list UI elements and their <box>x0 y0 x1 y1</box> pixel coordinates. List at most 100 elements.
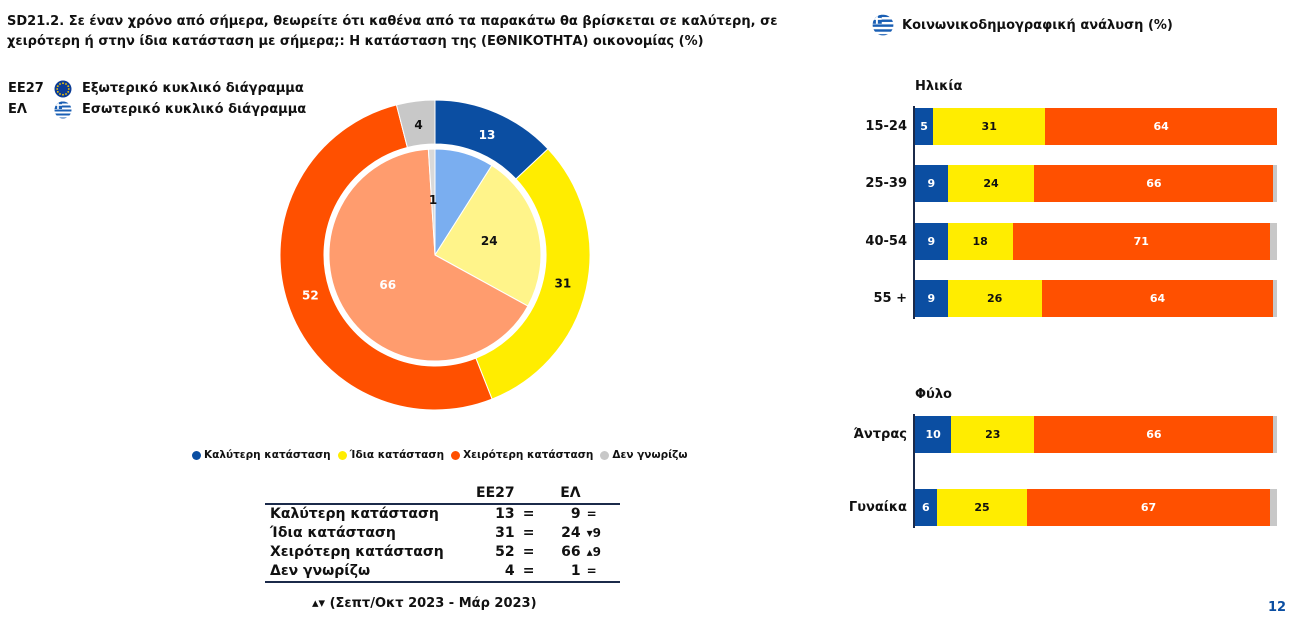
bar-segment-same: 31 <box>933 108 1046 145</box>
stacked-bar: 9 18 71 <box>915 223 1277 260</box>
legend-swatch-same <box>337 450 347 460</box>
bar-segment-worse: 66 <box>1034 165 1274 202</box>
bar-category-label: 25-39 <box>865 176 907 191</box>
bar-segment-dk <box>1273 416 1277 453</box>
ring-legend: EE27 Εξωτερικό κυκλικό διάγραμμα ΕΛ <box>8 78 306 120</box>
page-title: SD21.2. Σε έναν χρόνο από σήμερα, θεωρεί… <box>7 14 778 49</box>
outer-slice-label-same: 31 <box>554 277 571 291</box>
bar-segment-same: 24 <box>947 165 1035 202</box>
table-cell-el: 9 <box>570 506 581 522</box>
inner-slice-label-dk: 1 <box>429 193 437 207</box>
bar-category-label: Άντρας <box>853 427 907 442</box>
bar-axis-line <box>913 106 915 319</box>
table-row-label: Ίδια κατάσταση <box>270 525 396 541</box>
table-cell-eq: = <box>522 563 535 579</box>
table-cell-eu: 13 <box>495 506 515 522</box>
table-cell-change: = <box>586 564 597 578</box>
sociodemographic-title: Κοινωνικοδημογραφική ανάλυση (%) <box>872 14 1173 36</box>
outer-slice-worse <box>279 104 493 411</box>
table-cell-el: 66 <box>561 544 581 560</box>
ring-legend-code: ΕΛ <box>8 102 27 117</box>
eu-flag-icon <box>54 80 72 97</box>
bar-segment-better: 9 <box>915 223 948 260</box>
bar-segment-dk <box>1273 165 1277 202</box>
table-row-label: Δεν γνωρίζω <box>270 563 371 579</box>
outer-slice-label-better: 13 <box>479 128 496 142</box>
bar-segment-better: 9 <box>915 165 948 202</box>
stacked-bar: 10 23 66 <box>915 416 1277 453</box>
bar-segment-worse: 64 <box>1041 280 1274 317</box>
inner-slice-same <box>434 164 542 307</box>
table-header-eu: EE27 <box>476 485 515 501</box>
table-row: Δεν γνωρίζω 4 = 1 = <box>265 562 620 582</box>
category-legend: Καλύτερη κατάσταση Ίδια κατάσταση Χειρότ… <box>192 449 695 461</box>
outer-slice-label-dk: 4 <box>414 118 422 132</box>
table-header-empty <box>265 484 473 504</box>
bar-segment-same: 23 <box>951 416 1035 453</box>
table-header-el: ΕΛ <box>560 485 581 501</box>
bar-group-label: Ηλικία <box>915 79 963 94</box>
table-header-change <box>584 484 620 504</box>
legend-item-worse: Χειρότερη κατάσταση <box>451 449 593 461</box>
outer-slice-same <box>475 148 591 400</box>
outer-slice-dk <box>395 99 436 149</box>
greece-flag-icon <box>54 101 72 118</box>
legend-label: Ίδια κατάσταση <box>349 449 445 461</box>
bar-segment-worse: 66 <box>1034 416 1274 453</box>
table-row: Ίδια κατάσταση 31 = 24 ▾9 <box>265 524 620 543</box>
table-cell-eq: = <box>522 506 535 522</box>
table-row-label: Καλύτερη κατάσταση <box>270 506 439 522</box>
table-header-spacer <box>518 484 540 504</box>
page-number: 12 <box>1268 600 1287 615</box>
bar-segment-worse: 71 <box>1012 223 1270 260</box>
table-cell-change: = <box>586 507 597 521</box>
bar-segment-better: 9 <box>915 280 948 317</box>
legend-item-dk: Δεν γνωρίζω <box>600 449 688 461</box>
table-row: Χειρότερη κατάσταση 52 = 66 ▴9 <box>265 543 620 562</box>
legend-swatch-dk <box>600 450 610 460</box>
stacked-bar: 9 26 64 <box>915 280 1277 317</box>
stacked-bar: 6 25 67 <box>915 489 1277 526</box>
donut-chart: 1331524924661 <box>279 99 591 411</box>
table-cell-change: ▾9 <box>586 526 601 540</box>
bar-segment-better: 6 <box>915 489 937 526</box>
bar-category-label: 55 + <box>873 291 907 306</box>
bar-segment-dk <box>1269 223 1277 260</box>
stacked-bar: 9 24 66 <box>915 165 1277 202</box>
legend-label: Δεν γνωρίζω <box>612 449 688 461</box>
table-cell-eu: 4 <box>504 563 515 579</box>
inner-slice-label-same: 24 <box>481 234 498 248</box>
table-cell-eq: = <box>522 525 535 541</box>
table-cell-eu: 31 <box>495 525 515 541</box>
sociodemographic-title-text: Κοινωνικοδημογραφική ανάλυση (%) <box>902 17 1173 33</box>
bar-segment-same: 18 <box>947 223 1013 260</box>
bar-segment-better: 5 <box>915 108 934 145</box>
legend-label: Καλύτερη κατάσταση <box>204 449 331 461</box>
table-cell-eu: 52 <box>495 544 515 560</box>
legend-label: Χειρότερη κατάσταση <box>463 449 594 461</box>
bar-category-label: Γυναίκα <box>848 500 907 515</box>
legend-item-better: Καλύτερη κατάσταση <box>192 449 331 461</box>
inner-slice-label-worse: 66 <box>379 278 396 292</box>
table-cell-el: 24 <box>561 525 581 541</box>
bar-segment-better: 10 <box>915 416 952 453</box>
ring-legend-el: ΕΛ Εσωτερικό κυκλικό διάγραμμα <box>8 99 306 120</box>
table-cell-el: 1 <box>570 563 581 579</box>
inner-slice-worse <box>328 148 529 362</box>
table-cell-change: ▴9 <box>586 545 601 559</box>
bar-segment-same: 26 <box>947 280 1042 317</box>
stacked-bar: 5 31 64 <box>915 108 1277 145</box>
ring-legend-eu: EE27 Εξωτερικό κυκλικό διάγραμμα <box>8 78 306 99</box>
table-header-row: EE27 ΕΛ <box>265 484 620 504</box>
legend-swatch-better <box>192 450 201 460</box>
inner-slice-dk <box>427 148 436 256</box>
legend-item-same: Ίδια κατάσταση <box>337 449 445 461</box>
bar-segment-same: 25 <box>936 489 1028 526</box>
bar-segment-worse: 67 <box>1027 489 1270 526</box>
ring-legend-code: EE27 <box>8 81 44 96</box>
table-row-label: Χειρότερη κατάσταση <box>270 544 444 560</box>
bar-segment-dk <box>1273 280 1277 317</box>
bar-segment-worse: 64 <box>1045 108 1277 145</box>
bar-group-label: Φύλο <box>915 387 952 402</box>
outer-slice-label-worse: 52 <box>302 288 319 302</box>
